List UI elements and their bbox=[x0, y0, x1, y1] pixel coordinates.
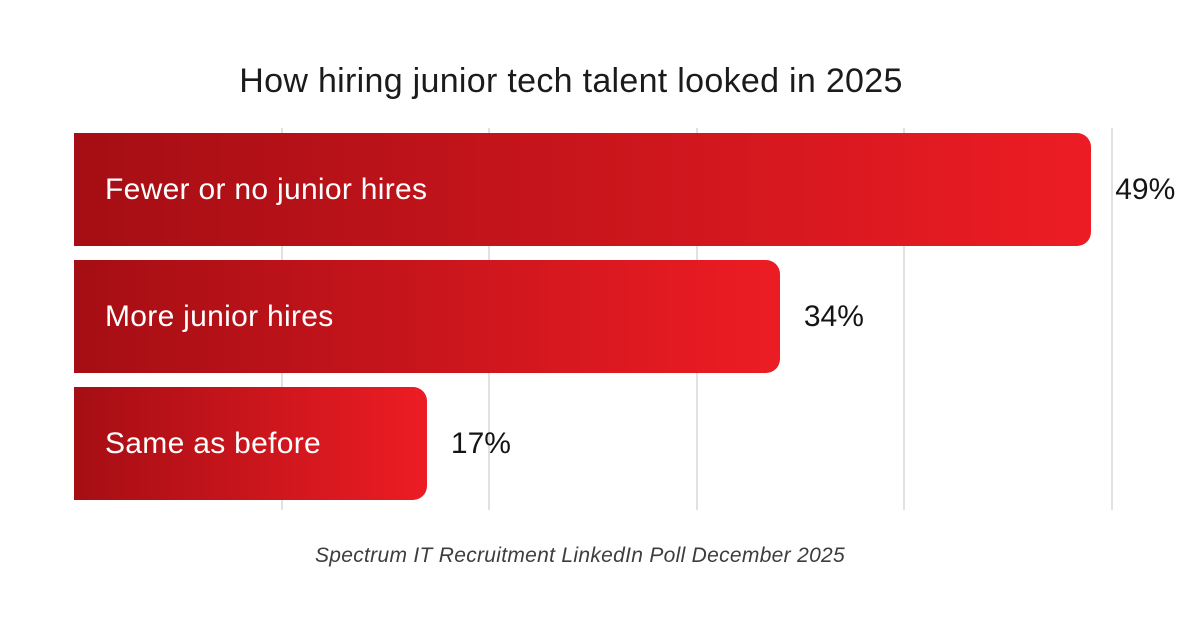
gridline-50 bbox=[1111, 128, 1113, 510]
bar-value-label: 49% bbox=[1115, 172, 1176, 206]
bar-row: Fewer or no junior hires 49% bbox=[74, 133, 1175, 246]
gridline-40 bbox=[903, 128, 906, 510]
bar-segment: Fewer or no junior hires bbox=[74, 133, 1092, 246]
bar-category-label: Fewer or no junior hires bbox=[105, 172, 428, 206]
bar-category-label: More junior hires bbox=[105, 299, 334, 333]
bar-segment: More junior hires bbox=[74, 260, 780, 373]
bar-value-label: 17% bbox=[450, 426, 511, 460]
bar-row: More junior hires 34% bbox=[74, 260, 1112, 373]
chart-title: How hiring junior tech talent looked in … bbox=[239, 62, 903, 100]
bar-value-label: 34% bbox=[803, 299, 864, 333]
bar-chart-plot-area: Fewer or no junior hires 49% More junior h… bbox=[74, 128, 1175, 510]
source-caption: Spectrum IT Recruitment LinkedIn Poll De… bbox=[314, 544, 846, 567]
bar-row: Same as before 17% bbox=[74, 387, 1112, 500]
bar-segment: Same as before bbox=[74, 387, 427, 500]
bar-category-label: Same as before bbox=[105, 426, 321, 460]
